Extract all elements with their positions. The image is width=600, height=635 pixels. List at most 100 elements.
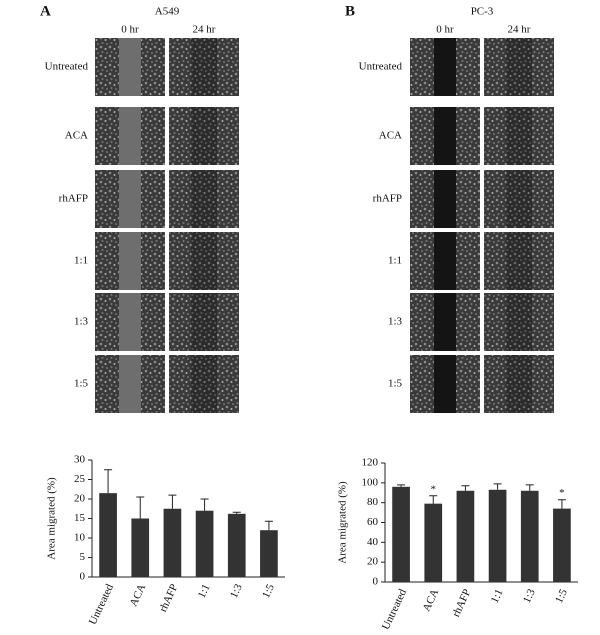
- micrograph: [484, 38, 554, 96]
- error-bar: [136, 496, 145, 519]
- wound-closing: [191, 293, 217, 351]
- wound-closing: [191, 107, 217, 165]
- wound-gap: [434, 232, 456, 290]
- wound-gap: [119, 38, 141, 96]
- wound-closing: [506, 38, 532, 96]
- y-axis-label: Area migrated (%): [337, 481, 349, 564]
- x-tick-label: rhAFP: [450, 587, 473, 619]
- column-label: 24 hr: [193, 24, 216, 36]
- wound-gap: [119, 293, 141, 351]
- wound-closing: [191, 38, 217, 96]
- wound-gap: [119, 107, 141, 165]
- error-bar: [397, 484, 406, 487]
- bar: [488, 489, 507, 582]
- micrograph: [484, 293, 554, 351]
- y-axis-label: Area migrated (%): [46, 477, 58, 560]
- bar: [99, 493, 117, 577]
- micrograph: [169, 355, 239, 413]
- x-tick-label: rhAFP: [157, 582, 180, 614]
- micrograph: [169, 170, 239, 228]
- y-tick-label: 5: [80, 551, 86, 563]
- row-label: 1:3: [74, 316, 89, 328]
- column-label: 24 hr: [508, 24, 531, 36]
- significance-mark: *: [559, 487, 565, 499]
- bar: [456, 490, 475, 582]
- y-tick-label: 0: [373, 576, 379, 588]
- error-bar: [200, 498, 209, 511]
- error-bar: [525, 484, 534, 491]
- row-label: Untreated: [45, 61, 89, 73]
- bar: [392, 486, 410, 582]
- micrograph: [484, 355, 554, 413]
- column-label: 0 hr: [121, 24, 139, 36]
- x-tick-label: 1:1: [489, 587, 506, 605]
- bar: [195, 510, 214, 577]
- x-tick-label: 1:3: [228, 582, 245, 600]
- micrograph: [169, 293, 239, 351]
- cell-line: PC-3: [471, 6, 494, 18]
- micrograph: [169, 107, 239, 165]
- row-label: 1:5: [388, 378, 403, 390]
- y-tick-label: 15: [74, 512, 86, 524]
- y-tick-label: 30: [74, 454, 86, 466]
- panel-letter: B: [345, 3, 355, 19]
- wound-closing: [506, 170, 532, 228]
- row-label: 1:1: [74, 255, 88, 267]
- row-label: 1:1: [388, 255, 402, 267]
- x-tick-label: ACA: [128, 582, 149, 608]
- cell-line: A549: [155, 6, 180, 18]
- wound-gap: [119, 232, 141, 290]
- y-tick-label: 10: [74, 532, 86, 544]
- row-label: ACA: [379, 130, 402, 142]
- wound-closing: [191, 355, 217, 413]
- wound-closing: [191, 170, 217, 228]
- error-bar: [429, 495, 438, 504]
- micrograph: [169, 38, 239, 96]
- y-tick-label: 0: [80, 571, 86, 583]
- micrograph: [484, 232, 554, 290]
- panel-letter: A: [40, 3, 51, 19]
- wound-closing: [506, 355, 532, 413]
- x-tick-label: Untreated: [87, 582, 116, 627]
- row-label: Untreated: [359, 61, 403, 73]
- y-tick-label: 20: [367, 556, 379, 568]
- error-bar: [168, 494, 177, 509]
- x-tick-label: 1:3: [521, 587, 538, 605]
- error-bar: [232, 511, 241, 514]
- y-tick-label: 40: [367, 536, 379, 548]
- error-bar: [461, 485, 470, 491]
- wound-closing: [191, 232, 217, 290]
- error-bar: [493, 483, 502, 490]
- x-tick-label: 1:5: [553, 587, 570, 605]
- row-label: 1:5: [74, 378, 89, 390]
- error-bar: [264, 520, 273, 531]
- row-label: 1:3: [388, 316, 403, 328]
- x-tick-label: 1:1: [196, 582, 213, 600]
- y-tick-label: 60: [367, 516, 379, 528]
- wound-gap: [434, 38, 456, 96]
- x-tick-label: ACA: [421, 587, 442, 613]
- y-tick-label: 25: [74, 473, 86, 485]
- wound-gap: [434, 355, 456, 413]
- bar: [131, 518, 150, 577]
- wound-closing: [506, 232, 532, 290]
- y-tick-label: 120: [362, 457, 379, 469]
- x-tick-label: Untreated: [380, 587, 409, 632]
- micrograph: [484, 170, 554, 228]
- wound-closing: [506, 293, 532, 351]
- bar: [520, 490, 539, 582]
- y-tick-label: 20: [74, 493, 86, 505]
- wound-gap: [434, 170, 456, 228]
- bar: [424, 503, 443, 582]
- bar: [227, 513, 246, 577]
- wound-closing: [506, 107, 532, 165]
- error-bar: [104, 469, 113, 494]
- column-label: 0 hr: [436, 24, 454, 36]
- bar: [553, 508, 571, 582]
- wound-gap: [119, 170, 141, 228]
- wound-gap: [119, 355, 141, 413]
- micrograph: [169, 232, 239, 290]
- row-label: ACA: [65, 130, 88, 142]
- significance-mark: *: [431, 483, 437, 495]
